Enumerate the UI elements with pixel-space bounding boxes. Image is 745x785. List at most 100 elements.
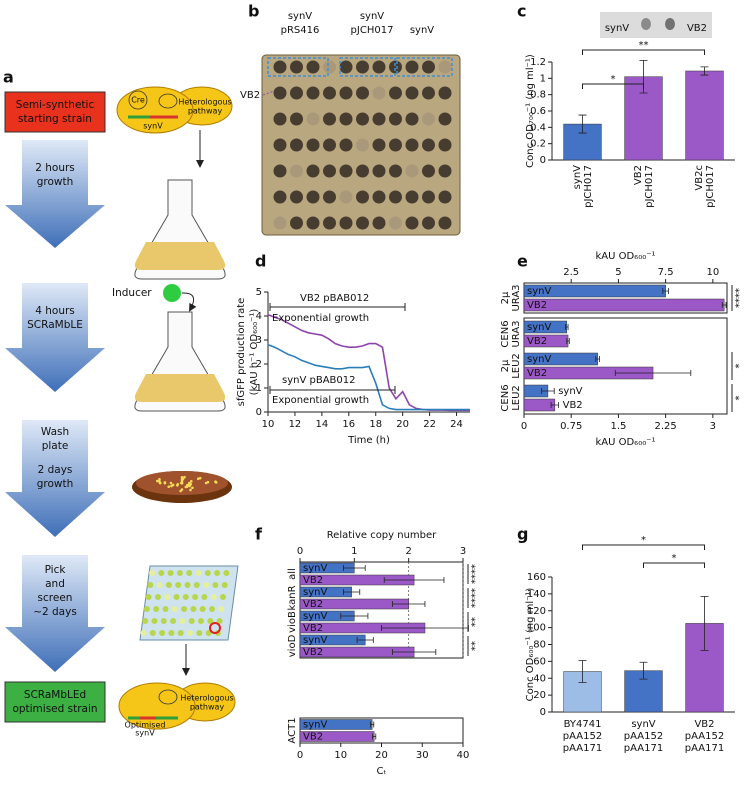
spot <box>372 112 386 126</box>
well <box>216 618 223 624</box>
flask <box>134 311 226 412</box>
selected-well <box>209 622 221 634</box>
x-tick-label: 0 <box>297 546 303 557</box>
spot <box>306 112 320 126</box>
well <box>143 606 150 612</box>
well <box>165 582 172 588</box>
x-tick-label: 0 <box>521 421 527 432</box>
x-tick-label: pJCH017 <box>583 165 594 208</box>
x-tick-label: 24 <box>450 419 463 430</box>
y-tick-label: 140 <box>527 589 546 600</box>
spot <box>389 86 402 100</box>
well <box>209 606 215 612</box>
y-tick-label: 0.2 <box>530 139 546 150</box>
spot <box>306 86 320 100</box>
x-tick-label: 10 <box>334 750 347 761</box>
spot <box>422 138 435 152</box>
well <box>149 630 156 636</box>
spot <box>339 138 353 152</box>
spot <box>339 112 353 126</box>
column-label: pJCH017 <box>351 25 394 36</box>
spot <box>323 190 336 204</box>
error-bar <box>700 66 709 76</box>
x-tick-label: VB2 <box>694 719 714 730</box>
well <box>195 570 202 576</box>
spot <box>422 86 435 100</box>
error-bar <box>343 565 366 571</box>
step-label: screen <box>38 592 73 604</box>
bar-label: VB2 <box>303 623 323 634</box>
error-bar <box>370 721 375 728</box>
significance-bracket <box>582 544 705 550</box>
x-tick-label: 0 <box>297 750 303 761</box>
cell-label: pathway <box>190 703 225 712</box>
bar-label: VB2 <box>303 732 323 743</box>
significance-label: ** <box>470 641 481 651</box>
bar-label: VB2 <box>303 647 323 658</box>
bar-label: synV <box>558 386 582 397</box>
x-axis-label: Cₜ <box>377 766 387 777</box>
spot <box>405 60 419 74</box>
well <box>203 582 210 588</box>
spot <box>422 112 435 126</box>
x-axis-label: kAU OD₆₀₀⁻¹ <box>595 437 655 448</box>
end-label: SCRaMbLEd <box>24 689 86 701</box>
x-tick-label: VB2c <box>694 165 705 191</box>
category-label: all <box>287 568 298 580</box>
x-tick-label: pAA152 <box>685 731 724 742</box>
bar-label: synV <box>527 354 551 365</box>
step-label: ~2 days <box>33 606 77 618</box>
spot <box>389 190 402 204</box>
spot <box>389 164 402 178</box>
gel-inset <box>600 12 712 38</box>
error-bar <box>578 114 587 134</box>
error-bar <box>550 402 560 408</box>
y-tick-label: 60 <box>533 656 546 667</box>
x-axis-label: Time (h) <box>347 435 390 446</box>
x-tick-label: pJCH017 <box>644 165 655 208</box>
spot <box>422 190 435 204</box>
spot <box>339 164 353 178</box>
spot <box>273 190 287 204</box>
spot <box>422 216 435 230</box>
spot <box>290 216 303 230</box>
error-bar <box>372 733 377 740</box>
flask-liquid <box>134 242 226 270</box>
bar-label: synV <box>303 720 327 731</box>
well <box>181 606 188 612</box>
category-label: ACT1 <box>287 717 298 743</box>
y-tick-label: 1 <box>540 73 546 84</box>
spot <box>372 164 386 178</box>
spot <box>422 164 435 178</box>
colony <box>189 488 192 492</box>
significance-label: ** <box>639 40 649 51</box>
x-tick-label: 10 <box>706 267 719 278</box>
colony <box>189 480 193 483</box>
well <box>173 594 180 600</box>
spot <box>389 60 402 74</box>
panel-label: e <box>517 252 528 271</box>
workflow: Semi-synthetic starting strain Cre Heter… <box>4 86 239 738</box>
cre-circle <box>128 90 148 110</box>
cell-label: Heterologous <box>180 694 233 703</box>
well <box>158 570 165 576</box>
spot <box>405 112 419 126</box>
step-label: plate <box>42 440 69 452</box>
inset-label: synV <box>605 23 629 34</box>
colony <box>180 476 184 479</box>
colony <box>169 481 173 485</box>
step-label: growth <box>37 176 74 188</box>
start-box <box>4 91 106 133</box>
bar-label: synV <box>527 322 551 333</box>
well <box>186 570 193 576</box>
colony <box>180 479 184 483</box>
panel-label: g <box>517 525 528 544</box>
spot <box>389 216 402 230</box>
panel-label: c <box>517 2 526 21</box>
spot <box>438 216 452 230</box>
annotation: synV pBAB012 <box>282 375 355 386</box>
well <box>160 618 167 624</box>
significance-label: **** <box>470 564 481 584</box>
y-tick-label: 0.4 <box>530 122 546 133</box>
